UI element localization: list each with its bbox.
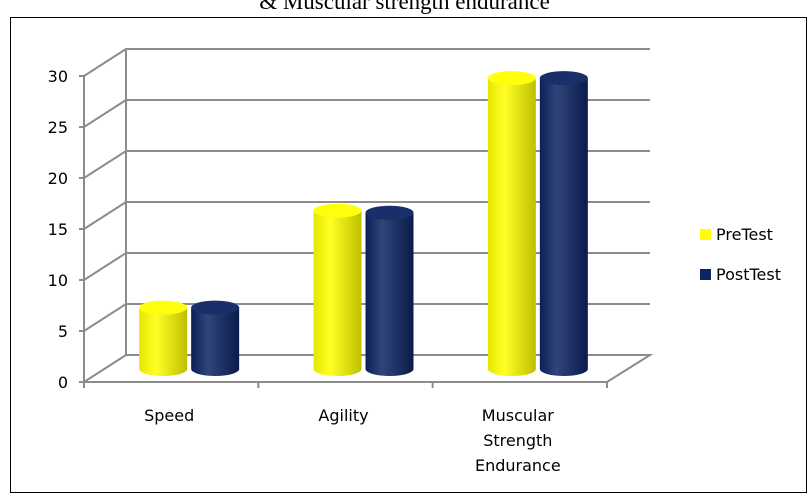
bar-posttest-1 [365, 205, 414, 376]
bar-top [487, 71, 536, 86]
legend-swatch-posttest [700, 269, 711, 280]
x-axis-labels: Speed Agility Muscular Strength Endurance [144, 406, 561, 475]
bar-top [191, 300, 240, 315]
x-tick-label: Agility [318, 406, 368, 425]
bar-body [191, 307, 240, 376]
bar-top [313, 203, 362, 218]
bar-body [313, 210, 362, 376]
y-tick-label: 0 [58, 373, 68, 392]
legend-label-posttest: PostTest [716, 265, 781, 284]
gridline [83, 252, 650, 281]
gridline [83, 150, 650, 179]
bar-body [365, 212, 414, 376]
x-tick-label: Endurance [475, 456, 561, 475]
bar-body [487, 78, 536, 376]
legend-label-pretest: PreTest [716, 225, 773, 244]
x-tick-label: Strength [483, 431, 552, 450]
bar-posttest-2 [539, 71, 588, 376]
bar-top [365, 205, 414, 220]
bars [139, 71, 588, 376]
bar-top [539, 71, 588, 86]
y-tick-label: 25 [48, 118, 68, 137]
x-tick-label: Muscular [482, 406, 554, 425]
chart-title: & Muscular strength endurance [259, 0, 550, 14]
y-tick-label: 5 [58, 322, 68, 341]
bar-pretest-0 [139, 300, 188, 376]
bar-body [539, 78, 588, 376]
bar-top [139, 300, 188, 315]
gridline [83, 48, 650, 77]
y-axis-ticks: 0 5 10 15 20 25 30 [48, 67, 608, 392]
y-tick-label: 30 [48, 67, 68, 86]
bar-body [139, 307, 188, 376]
legend: PreTest PostTest [700, 225, 781, 284]
bar-pretest-2 [487, 71, 536, 376]
y-tick-label: 20 [48, 169, 68, 188]
gridline [83, 99, 650, 128]
gridline [83, 201, 650, 230]
y-tick-label: 15 [48, 220, 68, 239]
x-tick-label: Speed [144, 406, 194, 425]
gridlines [83, 48, 650, 332]
bar-posttest-0 [191, 300, 240, 376]
legend-swatch-pretest [700, 229, 711, 240]
gridline [83, 303, 650, 332]
bar-pretest-1 [313, 203, 362, 376]
y-tick-label: 10 [48, 271, 68, 290]
